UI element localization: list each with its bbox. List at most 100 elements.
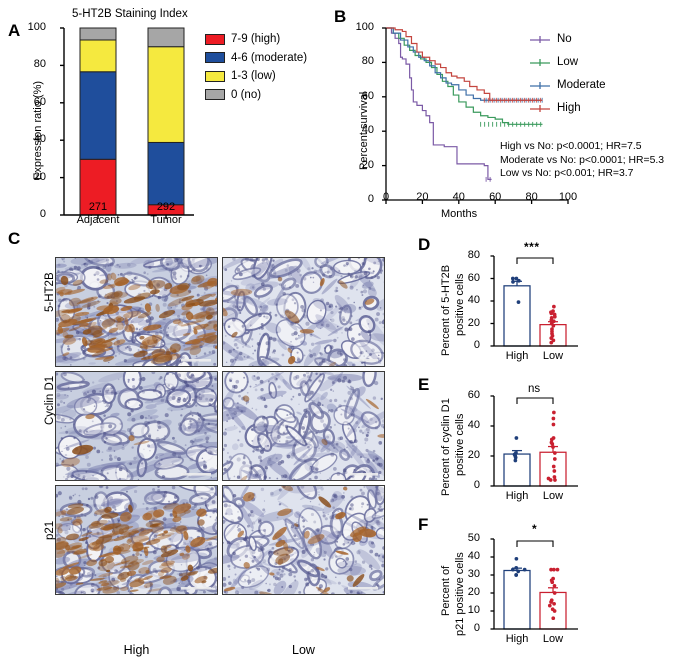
panel-ytick: 60 xyxy=(467,389,480,401)
panel-e-chart xyxy=(490,395,578,487)
panel-c-row-label-2: p21 xyxy=(44,520,56,540)
panel-a-bar-segment xyxy=(79,27,117,41)
panel-b-letter: B xyxy=(334,7,347,26)
panel-c-column-label-1: Low xyxy=(292,643,315,657)
panel-f-ylabel-line1: Percent of xyxy=(440,565,452,616)
panel-data-point xyxy=(522,567,527,572)
panel-ytick: 20 xyxy=(467,449,480,461)
panel-ytick: 0 xyxy=(473,622,480,634)
micrograph-p21-high xyxy=(55,485,218,595)
panel-ytick: 40 xyxy=(467,419,480,431)
micrograph-cyclin-d1-high xyxy=(55,371,218,481)
panel-a-bar-segment xyxy=(79,71,117,160)
panel-data-point xyxy=(548,478,553,482)
panel-a-letter: A xyxy=(8,21,21,40)
panel-data-point xyxy=(511,280,515,284)
panel-d-letter: D xyxy=(418,235,431,254)
panel-a-bar-segment xyxy=(79,39,117,73)
panel-b-legend: No Low Moderate High xyxy=(530,33,606,125)
panel-ytick: 30 xyxy=(467,568,480,580)
micrograph-canvas xyxy=(56,486,217,594)
panel-data-point xyxy=(552,457,557,461)
panel-ytick: 60 xyxy=(467,271,480,284)
panel-e-letter: E xyxy=(418,375,430,394)
panel-data-point xyxy=(551,416,556,421)
panel-data-point xyxy=(555,567,560,572)
panel-b-legend-item-0: No xyxy=(530,33,606,45)
panel-b-legend-label: No xyxy=(557,33,572,45)
panel-bar-high xyxy=(503,285,531,347)
panel-bar-high xyxy=(503,569,531,630)
scale-bar xyxy=(348,587,378,590)
scale-bar xyxy=(181,359,211,362)
panel-data-point xyxy=(552,591,557,595)
micrograph-canvas xyxy=(223,486,384,594)
panel-xtick: High xyxy=(505,350,529,362)
panel-a-ytick: 60 xyxy=(33,95,46,108)
panel-a-legend: 7-9 (high) 4-6 (moderate) 1-3 (low) 0 (no) xyxy=(205,33,307,107)
panel-a-ytick: 0 xyxy=(39,208,46,220)
panel-b-stats: High vs No: p<0.0001; HR=7.5 Moderate vs … xyxy=(500,140,664,181)
panel-b-legend-item-2: Moderate xyxy=(530,79,606,91)
panel-a-ytick: 20 xyxy=(33,170,46,183)
panel-data-point xyxy=(552,609,557,613)
panel-data-point xyxy=(514,276,519,281)
panel-a-legend-label: 0 (no) xyxy=(231,88,262,101)
panel-b-stat-line-1: Moderate vs No: p<0.0001; HR=5.3 xyxy=(500,154,665,166)
legend-line-3 xyxy=(530,105,550,112)
micrograph-canvas xyxy=(223,258,384,366)
significance-bracket xyxy=(516,257,554,264)
panel-ytick: 10 xyxy=(467,604,480,616)
panel-b-curve-moderate xyxy=(386,27,543,101)
panel-data-point xyxy=(551,445,555,449)
panel-data-point xyxy=(547,603,552,608)
legend-swatch-0 xyxy=(205,33,225,45)
panel-data-point xyxy=(516,569,521,574)
panel-f-chart xyxy=(490,538,578,630)
significance-bracket xyxy=(516,540,554,547)
panel-b-legend-label: Moderate xyxy=(557,79,606,91)
panel-data-point xyxy=(552,601,556,606)
panel-data-point xyxy=(550,442,555,446)
panel-xtick: Low xyxy=(542,633,564,645)
micrograph-canvas xyxy=(56,372,217,480)
panel-a-legend-label: 4-6 (moderate) xyxy=(231,51,308,64)
panel-bar-low xyxy=(539,451,567,487)
panel-data-point xyxy=(549,600,553,604)
scale-bar xyxy=(181,587,211,590)
panel-xtick: High xyxy=(505,490,529,502)
panel-data-point xyxy=(552,567,556,572)
panel-data-point xyxy=(551,616,556,621)
panel-data-point xyxy=(514,436,519,440)
panel-a-xtick-group: Adjacent xyxy=(76,214,120,226)
panel-a-ytick: 40 xyxy=(33,133,46,146)
panel-b-legend-item-3: High xyxy=(530,102,606,114)
panel-data-point xyxy=(549,340,554,345)
panel-b-ytick: 40 xyxy=(361,124,374,137)
scale-bar xyxy=(348,473,378,476)
panel-data-point xyxy=(549,311,554,316)
panel-b-ytick: 60 xyxy=(361,89,374,102)
panel-data-point xyxy=(549,437,554,442)
panel-b-ytick: 100 xyxy=(355,21,374,33)
panel-ytick: 20 xyxy=(467,316,480,329)
micrograph-p21-low xyxy=(222,485,385,595)
panel-a-chart xyxy=(60,27,194,219)
panel-b-ytick: 80 xyxy=(361,55,374,68)
panel-xtick: Low xyxy=(542,490,564,502)
panel-ytick: 0 xyxy=(473,479,480,491)
panel-b-curve-high xyxy=(386,27,543,101)
micrograph-5-ht2b-low xyxy=(222,257,385,367)
panel-ytick: 40 xyxy=(467,294,480,306)
panel-data-point xyxy=(549,567,553,572)
panel-b-legend-item-1: Low xyxy=(530,56,606,68)
panel-data-point xyxy=(516,300,521,304)
panel-data-point xyxy=(514,565,519,570)
panel-c-row-label-0: 5-HT2B xyxy=(44,272,56,312)
panel-xtick: High xyxy=(505,633,529,645)
panel-data-point xyxy=(552,451,557,455)
panel-f-letter: F xyxy=(418,515,429,534)
panel-b-ytick: 0 xyxy=(367,193,374,205)
legend-swatch-2 xyxy=(205,70,225,82)
panel-c-letter: C xyxy=(8,229,21,248)
